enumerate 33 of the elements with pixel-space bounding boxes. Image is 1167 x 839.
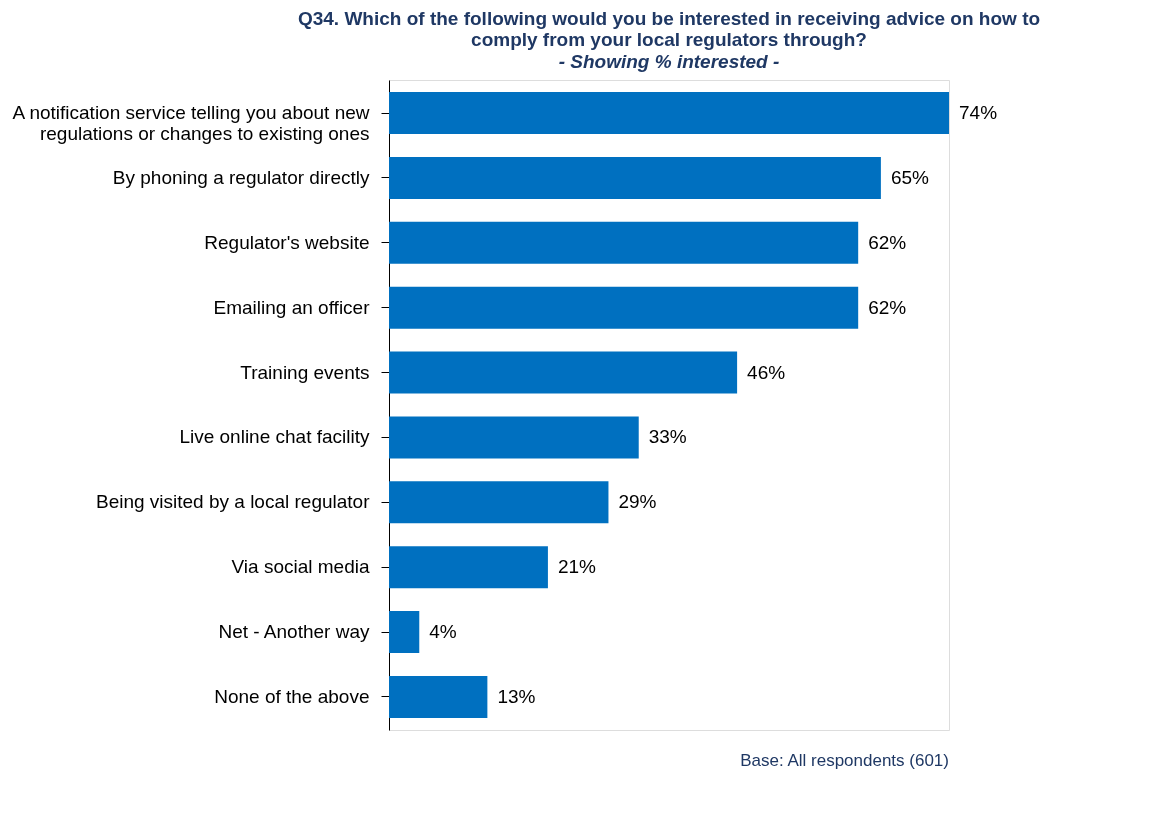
bar [389, 92, 949, 135]
data-label: 74% [959, 102, 998, 124]
chart-title: Q34. Which of the following would you be interested in receiving advice on how to comply from your local regulators through? [297, 8, 1041, 50]
bar [389, 481, 609, 524]
y-tick-label: By phoning a regulator directly [112, 166, 370, 188]
data-label: 46% [747, 361, 786, 383]
data-label: 33% [648, 426, 687, 448]
data-label: 13% [497, 685, 536, 707]
y-tick-label: Via social media [231, 556, 370, 578]
bar [389, 416, 639, 459]
y-tick-label: Regulator's website [204, 231, 370, 253]
bar [389, 221, 859, 264]
bar [389, 675, 488, 718]
y-tick-label: Net - Another way [218, 621, 370, 643]
data-label: 65% [890, 166, 930, 188]
y-tick-label: Training events [240, 361, 370, 383]
bar [389, 156, 881, 199]
data-label: 62% [868, 231, 907, 253]
data-label: 29% [618, 491, 657, 513]
y-tick-label: Live online chat facility [179, 426, 370, 448]
bar [389, 286, 859, 329]
text: Base: All respondents (601) [740, 751, 949, 770]
bar [389, 546, 548, 589]
data-label: 21% [557, 556, 597, 578]
y-tick-label: A notification service telling you about new regulations or changes to existing ones [12, 102, 370, 145]
y-tick-label: Being visited by a local regulator [95, 491, 371, 513]
data-label: 4% [429, 621, 457, 643]
y-tick-label: None of the above [214, 685, 370, 707]
bar [389, 611, 420, 654]
y-tick-label: Emailing an officer [213, 296, 371, 318]
bar [389, 351, 738, 394]
data-label: 62% [868, 296, 907, 318]
chart-subtitle: - Showing % interested - [558, 51, 780, 72]
